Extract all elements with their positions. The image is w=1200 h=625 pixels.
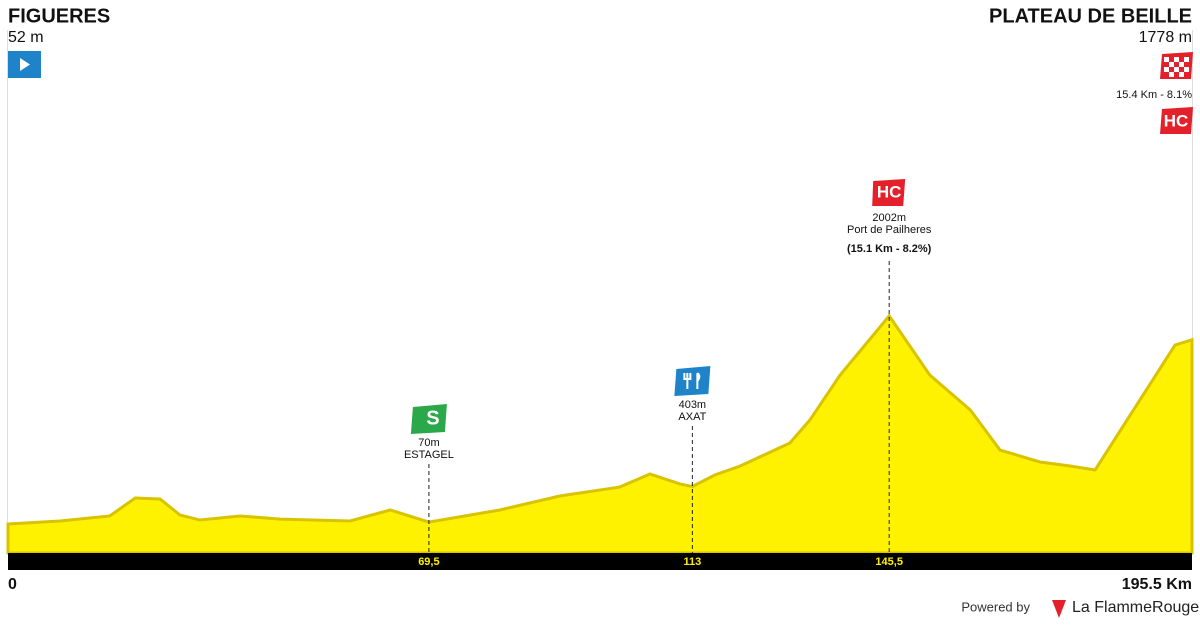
start-elevation: 52 m [8,29,44,46]
finish-flag [1160,52,1193,79]
x-tick-label: 195.5 Km [1122,576,1192,593]
marker-badge-text: HC [877,182,902,201]
marker-detail: (15.1 Km - 8.2%) [847,243,932,255]
marker-badge [410,404,447,434]
start-icon [8,51,41,78]
finish-badge-text: HC [1164,111,1189,130]
marker-badge-text: S [426,407,439,429]
start-name: FIGUERES [8,5,110,27]
brand: La FlammeRouge [1072,599,1199,616]
brand-logo [1052,600,1066,618]
km-bar [8,553,1192,570]
marker-name: ESTAGEL [404,449,454,461]
profile-area [6,313,1194,555]
finish-climb: 15.4 Km - 8.1% [1116,89,1192,101]
marker-badge [674,366,711,396]
marker-name: AXAT [678,411,706,423]
x-tick-label: 0 [8,576,17,593]
finish-name: PLATEAU DE BEILLE [989,5,1192,27]
marker-elevation: 70m [418,437,439,449]
marker-elevation: 2002m [872,212,906,224]
x-tick-label: 113 [683,556,701,568]
x-tick-label: 69,5 [418,556,439,568]
finish-badge [1160,107,1193,134]
marker-name: Port de Pailheres [847,224,932,236]
x-tick-label: 145,5 [875,556,903,568]
powered-by: Powered by [961,599,1030,614]
marker-badge [872,179,906,206]
feed-icon [683,372,701,389]
marker-elevation: 403m [679,399,707,411]
finish-elevation: 1778 m [1139,29,1192,46]
